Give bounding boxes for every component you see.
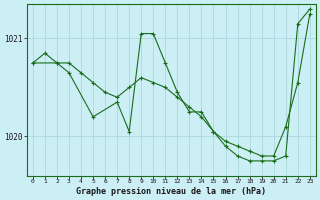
X-axis label: Graphe pression niveau de la mer (hPa): Graphe pression niveau de la mer (hPa) [76,187,266,196]
